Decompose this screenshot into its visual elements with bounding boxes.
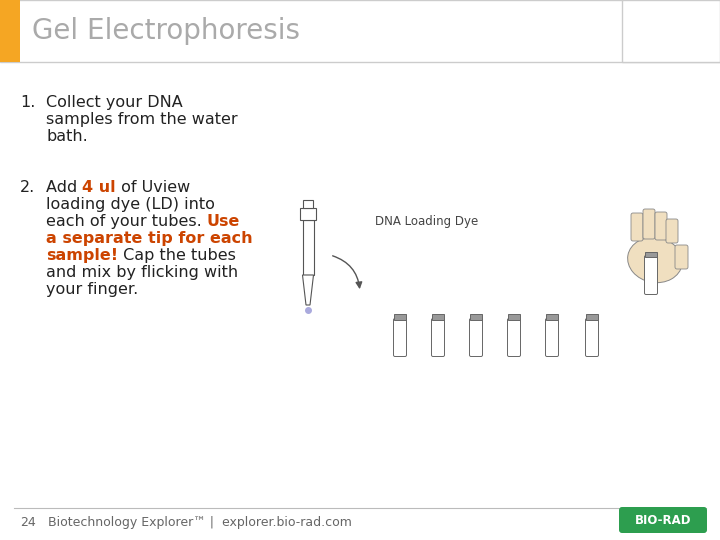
FancyBboxPatch shape — [431, 319, 444, 356]
FancyBboxPatch shape — [469, 319, 482, 356]
FancyBboxPatch shape — [631, 213, 643, 241]
FancyBboxPatch shape — [666, 219, 678, 243]
Text: Add: Add — [46, 180, 82, 195]
Text: DNA Loading Dye: DNA Loading Dye — [375, 215, 478, 228]
Text: Biotechnology Explorer™ |  explorer.bio-rad.com: Biotechnology Explorer™ | explorer.bio-r… — [48, 516, 352, 529]
Text: 2.: 2. — [20, 180, 35, 195]
Text: Gel Electrophoresis: Gel Electrophoresis — [32, 17, 300, 45]
Bar — [586, 314, 598, 320]
Ellipse shape — [628, 238, 683, 282]
Bar — [432, 314, 444, 320]
Bar — [470, 314, 482, 320]
Bar — [546, 314, 558, 320]
Text: 24: 24 — [20, 516, 36, 529]
Text: Use: Use — [207, 214, 240, 229]
Bar — [394, 314, 406, 320]
Text: samples from the water: samples from the water — [46, 112, 238, 127]
Bar — [302, 220, 313, 275]
Text: each of your tubes.: each of your tubes. — [46, 214, 207, 229]
Text: and mix by flicking with: and mix by flicking with — [46, 265, 238, 280]
FancyBboxPatch shape — [546, 319, 559, 356]
Bar — [622, 0, 720, 62]
FancyBboxPatch shape — [394, 319, 407, 356]
Bar — [303, 200, 313, 208]
Text: bath.: bath. — [46, 129, 88, 144]
Text: BIO-RAD: BIO-RAD — [635, 514, 691, 526]
Bar — [645, 252, 657, 257]
FancyBboxPatch shape — [585, 319, 598, 356]
Bar — [508, 314, 520, 320]
Bar — [0, 0, 720, 62]
Polygon shape — [302, 275, 313, 305]
Text: sample!: sample! — [46, 248, 118, 263]
Text: a separate tip for each: a separate tip for each — [46, 231, 253, 246]
FancyBboxPatch shape — [655, 212, 667, 240]
Text: loading dye (LD) into: loading dye (LD) into — [46, 197, 215, 212]
FancyBboxPatch shape — [644, 255, 657, 294]
Text: of Uview: of Uview — [116, 180, 190, 195]
FancyBboxPatch shape — [619, 507, 707, 533]
FancyBboxPatch shape — [675, 245, 688, 269]
FancyBboxPatch shape — [643, 209, 655, 239]
Text: Collect your DNA: Collect your DNA — [46, 95, 183, 110]
Text: 4 ul: 4 ul — [82, 180, 116, 195]
Bar — [0, 0, 20, 62]
Bar — [300, 208, 316, 220]
Text: 1.: 1. — [20, 95, 35, 110]
Text: your finger.: your finger. — [46, 282, 138, 297]
Text: Cap the tubes: Cap the tubes — [118, 248, 236, 263]
FancyBboxPatch shape — [508, 319, 521, 356]
